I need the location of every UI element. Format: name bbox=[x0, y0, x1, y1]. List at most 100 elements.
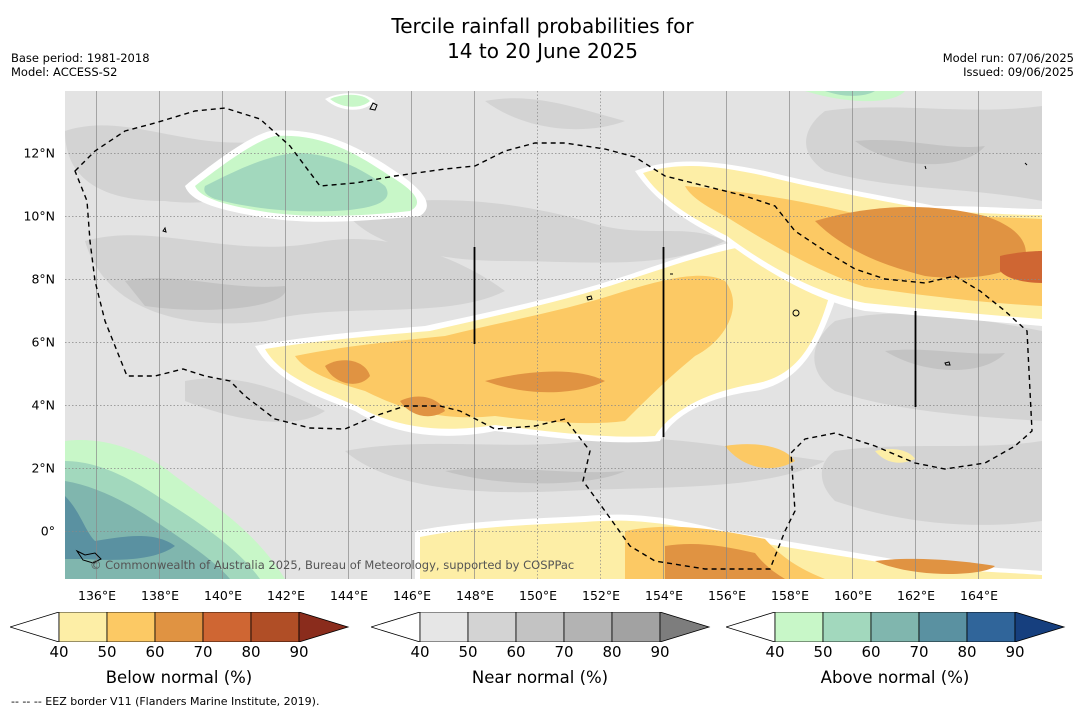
chart-title: Tercile rainfall probabilities for 14 to… bbox=[0, 14, 1085, 64]
map-svg bbox=[65, 91, 1042, 579]
lat-tick: 0° bbox=[40, 523, 55, 539]
lon-tick: 164°E bbox=[959, 588, 999, 603]
lon-tick: 146°E bbox=[392, 588, 432, 603]
colorbar-above-cell bbox=[918, 612, 968, 642]
colorbar-below-cell bbox=[10, 612, 60, 642]
lon-tick: 150°E bbox=[518, 588, 558, 603]
probability-map bbox=[65, 91, 1042, 579]
lat-tick: 10°N bbox=[23, 208, 55, 224]
lon-tick: 152°E bbox=[581, 588, 621, 603]
above-patch-top bbox=[805, 91, 905, 102]
lon-tick: 138°E bbox=[140, 588, 180, 603]
grey-patch bbox=[345, 438, 825, 493]
island bbox=[162, 226, 167, 233]
colorbar-below-cell bbox=[298, 612, 350, 642]
grey-patch bbox=[485, 98, 625, 130]
below-patch-south bbox=[665, 543, 785, 579]
below-patch-small bbox=[725, 444, 795, 469]
below-normal-patches bbox=[255, 161, 1042, 579]
lon-tick: 154°E bbox=[644, 588, 684, 603]
cb-tick: 70 bbox=[193, 643, 213, 661]
cb-tick: 80 bbox=[602, 643, 622, 661]
island bbox=[792, 309, 800, 317]
colorbar-above bbox=[726, 612, 1066, 642]
colorbar-above-cell bbox=[966, 612, 1016, 642]
lon-tick: 142°E bbox=[266, 588, 306, 603]
cb-tick: 60 bbox=[506, 643, 526, 661]
boundary-lines bbox=[473, 247, 917, 437]
lon-tick: 140°E bbox=[203, 588, 243, 603]
island bbox=[586, 295, 593, 301]
below-patch-small bbox=[875, 448, 915, 463]
below-patch-central bbox=[295, 275, 734, 424]
above-normal-patches bbox=[65, 91, 905, 579]
above-patch-sw bbox=[65, 496, 175, 560]
lon-tick: 156°E bbox=[707, 588, 747, 603]
lat-tick: 6°N bbox=[31, 334, 55, 350]
lon-tick: 160°E bbox=[833, 588, 873, 603]
title-line-1: Tercile rainfall probabilities for bbox=[391, 14, 694, 38]
above-patch-top bbox=[330, 94, 370, 107]
cb-tick: 90 bbox=[650, 643, 670, 661]
meta-left: Base period: 1981-2018 Model: ACCESS-S2 bbox=[11, 51, 150, 79]
lat-tick: 12°N bbox=[23, 145, 55, 161]
above-patch-north bbox=[204, 153, 388, 212]
colorbar-near-label: Near normal (%) bbox=[471, 668, 609, 687]
cb-tick: 40 bbox=[410, 643, 430, 661]
colorbar-above-cell bbox=[1014, 612, 1066, 642]
grey-patch bbox=[445, 468, 625, 484]
copyright-notice: © Commonwealth of Australia 2025, Bureau… bbox=[90, 558, 575, 572]
model-name: Model: ACCESS-S2 bbox=[11, 65, 118, 79]
colorbar-near bbox=[371, 612, 711, 642]
grey-patch bbox=[855, 139, 985, 165]
lon-tick: 158°E bbox=[770, 588, 810, 603]
below-patch-central bbox=[485, 371, 605, 393]
eez-footnote: -- -- -- EEZ border V11 (Flanders Marine… bbox=[11, 695, 320, 708]
grey-patch bbox=[821, 441, 1042, 525]
cb-tick: 50 bbox=[813, 643, 833, 661]
lon-tick: 144°E bbox=[329, 588, 369, 603]
issued-date: Issued: 09/06/2025 bbox=[963, 65, 1074, 79]
cb-tick: 60 bbox=[861, 643, 881, 661]
lat-tick: 8°N bbox=[31, 271, 55, 287]
cb-tick: 80 bbox=[241, 643, 261, 661]
below-patch-small bbox=[875, 558, 995, 575]
model-run: Model run: 07/06/2025 bbox=[942, 51, 1074, 65]
colorbar-near-cell bbox=[467, 612, 517, 642]
grey-patch bbox=[185, 378, 325, 422]
lon-tick: 136°E bbox=[77, 588, 117, 603]
colorbar-below-cell bbox=[154, 612, 204, 642]
colorbar-above-cell bbox=[774, 612, 824, 642]
below-patch-east bbox=[815, 206, 1026, 278]
cb-tick: 90 bbox=[289, 643, 309, 661]
cb-tick: 40 bbox=[765, 643, 785, 661]
cb-tick: 50 bbox=[458, 643, 478, 661]
lat-tick: 2°N bbox=[31, 460, 55, 476]
below-patch-central bbox=[325, 360, 370, 384]
meta-right: Model run: 07/06/2025 Issued: 09/06/2025 bbox=[943, 51, 1074, 79]
cb-tick: 60 bbox=[145, 643, 165, 661]
colorbar-above-label: Above normal (%) bbox=[820, 668, 970, 687]
colorbar-near-cell bbox=[371, 612, 421, 642]
colorbar-near-cell bbox=[563, 612, 613, 642]
lon-tick: 162°E bbox=[896, 588, 936, 603]
colorbar-below-cell bbox=[106, 612, 156, 642]
island bbox=[924, 165, 927, 170]
grey-patch bbox=[345, 200, 725, 263]
base-period: Base period: 1981-2018 bbox=[11, 51, 150, 65]
colorbar-above-cell bbox=[870, 612, 920, 642]
eez-border bbox=[74, 107, 1033, 570]
title-line-2: 14 to 20 June 2025 bbox=[447, 39, 638, 63]
colorbar-below-label: Below normal (%) bbox=[105, 668, 253, 687]
colorbar-near-cell bbox=[611, 612, 661, 642]
grey-patch bbox=[125, 278, 286, 310]
colorbar-below-cell bbox=[58, 612, 108, 642]
cb-tick: 50 bbox=[97, 643, 117, 661]
cb-tick: 70 bbox=[909, 643, 929, 661]
cb-tick: 90 bbox=[1005, 643, 1025, 661]
cb-tick: 80 bbox=[957, 643, 977, 661]
above-patch-top bbox=[825, 91, 875, 96]
islands bbox=[75, 102, 1028, 564]
colorbar-near-cell bbox=[659, 612, 711, 642]
near-normal-patches bbox=[65, 98, 1042, 525]
